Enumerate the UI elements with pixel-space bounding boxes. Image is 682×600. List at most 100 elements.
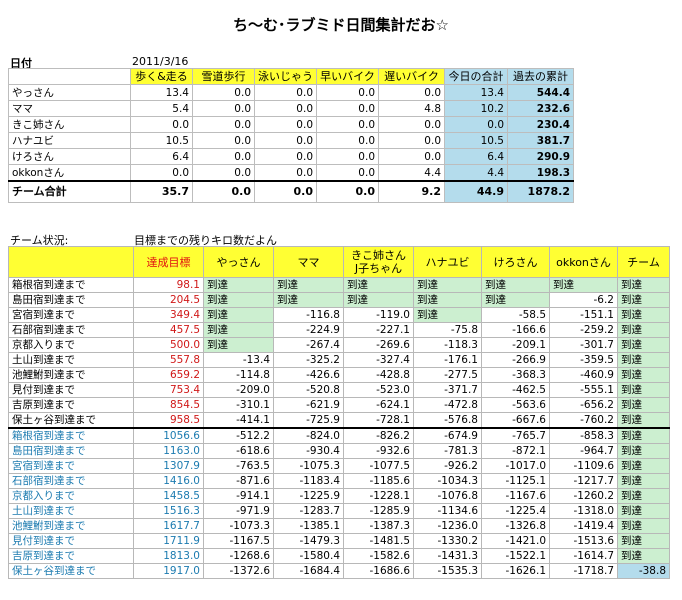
summary-value-cell: 0.0 <box>254 164 317 182</box>
remaining-cell: -725.9 <box>273 412 344 429</box>
checkpoint-name: 宮宿到達まで <box>8 307 134 323</box>
checkpoint-name: 池鯉鮒到達まで <box>8 518 134 534</box>
summary-total-row: チーム合計 35.7 0.0 0.0 0.0 9.2 44.9 1878.2 <box>8 180 574 203</box>
summary-value-cell: 290.9 <box>507 148 574 165</box>
checkpoint-name: 土山到達まで <box>8 352 134 368</box>
summary-value-cell: 0.0 <box>444 116 508 133</box>
status-row: 箱根宿到達まで 1056.6 -512.2 -824.0 -826.2 -674.9 -76… <box>8 427 670 444</box>
summary-value-cell: 0.0 <box>130 164 193 182</box>
reached-cell: 到達 <box>617 322 670 338</box>
remaining-cell: -858.3 <box>549 427 618 444</box>
summary-value-cell: 0.0 <box>192 100 255 117</box>
reached-cell: 到達 <box>343 292 414 308</box>
status-row: 宮宿到達まで 349.4 到達 -116.8 -119.0 到達 -58.5 -151.1 到達 <box>8 307 670 323</box>
target-distance: 500.0 <box>133 337 204 353</box>
remaining-cell: -209.1 <box>481 337 550 353</box>
summary-header-row: 歩く&走る 雪道歩行 泳いじゃう 早いバイク 遅いバイク 今日の合計 過去の累計 <box>8 68 574 85</box>
summary-value-cell: 4.4 <box>378 164 445 182</box>
remaining-cell: -1183.4 <box>273 473 344 489</box>
status-row: 土山到達まで 1516.3 -971.9 -1283.7 -1285.9 -1134.6-… <box>8 503 670 519</box>
summary-value-cell: 0.0 <box>378 84 445 101</box>
remaining-cell: -520.8 <box>273 382 344 398</box>
remaining-cell: -667.6 <box>481 412 550 429</box>
target-distance: 457.5 <box>133 322 204 338</box>
remaining-cell: -1614.7 <box>549 548 618 564</box>
target-distance: 204.5 <box>133 292 204 308</box>
remaining-cell: -269.6 <box>343 337 414 353</box>
reached-cell: 到達 <box>617 292 670 308</box>
summary-value-cell: 6.4 <box>130 148 193 165</box>
summary-row: ハナユビ 10.5 0.0 0.0 0.0 0.0 10.5 381.7 <box>8 132 574 149</box>
status-corner-cell <box>8 246 134 278</box>
remaining-cell: -414.1 <box>203 412 274 429</box>
target-distance: 1917.0 <box>133 563 204 579</box>
checkpoint-name: 保土ヶ谷到達まで <box>8 412 134 429</box>
remaining-cell: -1077.5 <box>343 458 414 474</box>
summary-value-cell: 0.0 <box>192 164 255 182</box>
checkpoint-name: 宮宿到達まで <box>8 458 134 474</box>
remaining-cell: -656.2 <box>549 397 618 413</box>
summary-value-cell: 0.0 <box>316 132 379 149</box>
summary-header-cell: 歩く&走る <box>130 68 193 85</box>
summary-value-cell: 0.0 <box>316 148 379 165</box>
status-row: 土山到達まで 557.8 -13.4 -325.2 -327.4 -176.1 -266.9… <box>8 352 670 368</box>
checkpoint-name: 京都入りまで <box>8 337 134 353</box>
status-row: 見付到達まで 1711.9 -1167.5 -1479.3 -1481.5 -1330.2… <box>8 533 670 549</box>
date-label: 日付 <box>10 57 32 70</box>
summary-value-cell: 10.5 <box>444 132 508 149</box>
status-row: 島田宿到達まで 1163.0 -618.6 -930.4 -932.6 -781.3 -87… <box>8 443 670 459</box>
summary-value-cell: 0.0 <box>254 148 317 165</box>
remaining-cell: -1684.4 <box>273 563 344 579</box>
remaining-cell: -359.5 <box>549 352 618 368</box>
remaining-cell: -563.6 <box>481 397 550 413</box>
remaining-cell: -1582.6 <box>343 548 414 564</box>
reached-cell: 到達 <box>481 277 550 293</box>
reached-cell: 到達 <box>413 292 482 308</box>
remaining-cell: -428.8 <box>343 367 414 383</box>
team-total-value: 1878.2 <box>507 180 574 203</box>
checkpoint-name: 島田宿到達まで <box>8 443 134 459</box>
checkpoint-name: 石部宿到達まで <box>8 322 134 338</box>
member-name: けろさん <box>8 148 131 165</box>
summary-value-cell: 0.0 <box>378 148 445 165</box>
remaining-cell: -1522.1 <box>481 548 550 564</box>
remaining-cell: -1225.9 <box>273 488 344 504</box>
summary-header-cell: 遅いバイク <box>378 68 445 85</box>
summary-value-cell: 0.0 <box>316 100 379 117</box>
reached-cell: 到達 <box>617 533 670 549</box>
team-total-value: 44.9 <box>444 180 508 203</box>
summary-value-cell: 230.4 <box>507 116 574 133</box>
member-name: ママ <box>8 100 131 117</box>
remaining-cell: -209.0 <box>203 382 274 398</box>
status-row: 石部宿到達まで 1416.0 -871.6 -1183.4 -1185.6 -1034.3… <box>8 473 670 489</box>
remaining-cell: -327.4 <box>343 352 414 368</box>
checkpoint-name: 石部宿到達まで <box>8 473 134 489</box>
remaining-cell: -1421.0 <box>481 533 550 549</box>
remaining-cell: -1718.7 <box>549 563 618 579</box>
target-distance: 1813.0 <box>133 548 204 564</box>
remaining-cell: -166.6 <box>481 322 550 338</box>
summary-value-cell: 198.3 <box>507 164 574 182</box>
reached-cell: 到達 <box>481 292 550 308</box>
remaining-cell: -371.7 <box>413 382 482 398</box>
checkpoint-name: 箱根宿到達まで <box>8 427 134 444</box>
remaining-cell: -151.1 <box>549 307 618 323</box>
target-distance: 1416.0 <box>133 473 204 489</box>
status-row: 宮宿到達まで 1307.9 -763.5 -1075.3 -1077.5 -926.2 -1… <box>8 458 670 474</box>
remaining-cell: -872.1 <box>481 443 550 459</box>
reached-cell: 到達 <box>203 292 274 308</box>
summary-value-cell: 10.2 <box>444 100 508 117</box>
summary-header-cell: 早いバイク <box>316 68 379 85</box>
remaining-cell: -368.3 <box>481 367 550 383</box>
remaining-cell: -1225.4 <box>481 503 550 519</box>
reached-cell: 到達 <box>273 277 344 293</box>
remaining-cell: -964.7 <box>549 443 618 459</box>
summary-value-cell: 0.0 <box>254 116 317 133</box>
remaining-cell: -460.9 <box>549 367 618 383</box>
checkpoint-name: 箱根宿到達まで <box>8 277 134 293</box>
remaining-cell: -1283.7 <box>273 503 344 519</box>
remaining-cell: -1167.6 <box>481 488 550 504</box>
reached-cell: 到達 <box>203 322 274 338</box>
target-distance: 958.5 <box>133 412 204 429</box>
remaining-cell: -930.4 <box>273 443 344 459</box>
